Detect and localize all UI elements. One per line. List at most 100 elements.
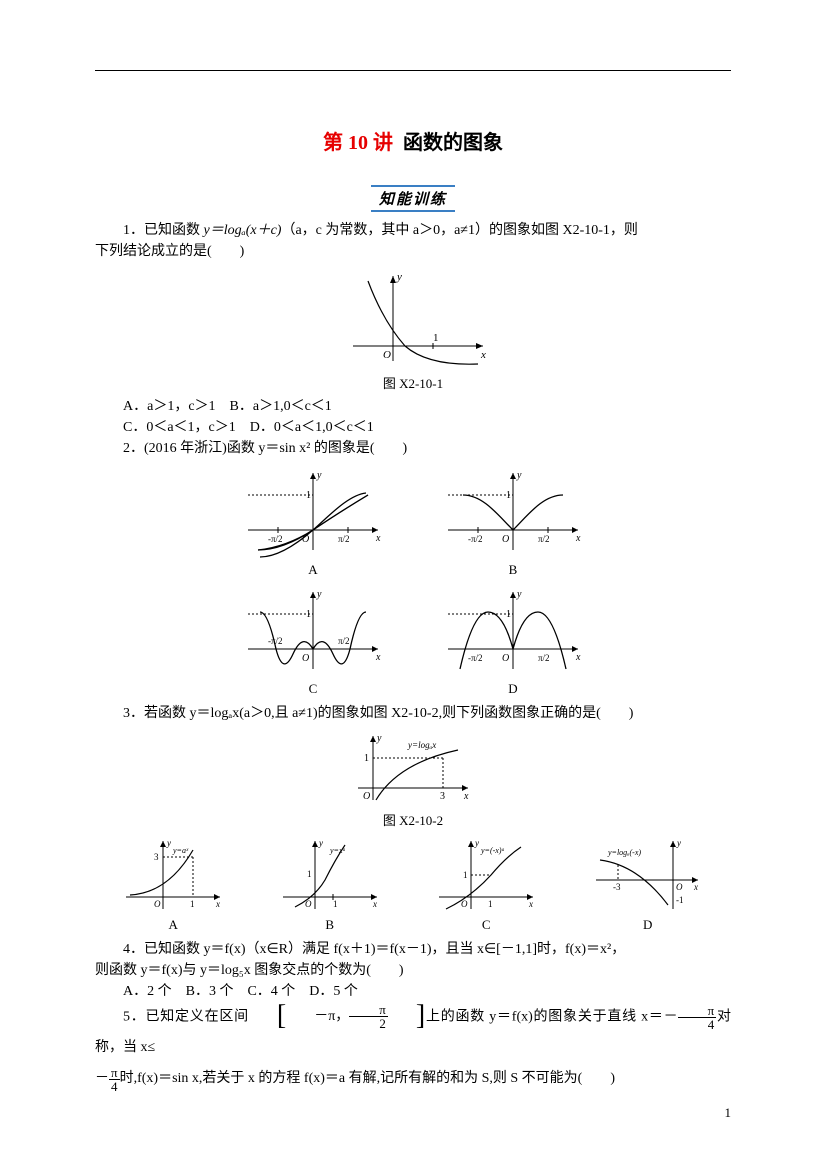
q1-formula: y＝logₐ(x＋c): [204, 223, 282, 238]
q3-label-d: D: [588, 917, 708, 933]
q5-l2-pre: －: [95, 1071, 109, 1086]
q3-figure: y x O 1 3 y=logₐx 图 X2-10-2: [95, 728, 731, 829]
q2-label-d: D: [438, 681, 588, 697]
svg-text:x: x: [375, 652, 381, 663]
svg-text:-π/2: -π/2: [468, 653, 483, 663]
svg-text:x: x: [480, 349, 486, 361]
svg-text:y: y: [516, 470, 522, 481]
q2-row2: y x O 1 -π/2 π/2 C y x O 1 -π/2 π/2 D: [95, 584, 731, 697]
section-header: 知能训练: [95, 185, 731, 212]
q4-line2: 则函数 y＝f(x)与 y＝log₅x 图象交点的个数为( ): [95, 960, 731, 981]
q1-stem-line1: 1．已知函数 y＝logₐ(x＋c)（a，c 为常数，其中 a＞0，a≠1）的图…: [95, 220, 731, 241]
bracket-right-icon: ]: [388, 1003, 425, 1028]
q1-options-ab: A．a＞1，c＞1 B．a＞1,0＜c＜1: [95, 396, 731, 417]
svg-text:y: y: [316, 470, 322, 481]
svg-text:1: 1: [306, 609, 311, 620]
svg-text:x: x: [215, 899, 220, 909]
q2-label-c: C: [238, 681, 388, 697]
q3-options-row: y x O 3 1 y=aˣ A y x O 1 1 y=xᵃ B: [95, 835, 731, 933]
svg-text:y: y: [376, 733, 382, 744]
svg-text:-π/2: -π/2: [268, 636, 283, 646]
svg-text:x: x: [528, 899, 533, 909]
q1-stem-a: 1．已知函数: [123, 223, 204, 238]
bracket-left-icon: [: [249, 1003, 286, 1028]
q5-f1n: π: [678, 1004, 717, 1018]
svg-text:3: 3: [154, 852, 159, 862]
q3-option-b: y x O 1 1 y=xᵃ B: [275, 835, 385, 933]
svg-text:1: 1: [433, 332, 439, 344]
svg-text:y: y: [516, 589, 522, 600]
q2-graph-a: y x O 1 -π/2 π/2: [238, 465, 388, 560]
q1: 1．已知函数 y＝logₐ(x＋c)（a，c 为常数，其中 a＞0，a≠1）的图…: [95, 220, 731, 262]
svg-text:π/2: π/2: [338, 636, 350, 646]
q4-options: A．2 个 B．3 个 C．4 个 D．5 个: [95, 981, 731, 1002]
q2-label-a: A: [238, 562, 388, 578]
svg-text:y=logₐx: y=logₐx: [407, 740, 436, 750]
q5-int-den: 2: [349, 1017, 388, 1030]
q2-stem: 2．(2016 年浙江)函数 y＝sin x² 的图象是( ): [95, 438, 731, 459]
lecture-name: 函数的图象: [403, 132, 503, 154]
q3-graph-a: y x O 3 1 y=aˣ: [118, 835, 228, 915]
q3-label-b: B: [275, 917, 385, 933]
svg-text:y: y: [318, 838, 323, 848]
svg-text:π/2: π/2: [538, 534, 550, 544]
svg-text:1: 1: [333, 899, 338, 909]
q2-label-b: B: [438, 562, 588, 578]
svg-text:-3: -3: [613, 882, 621, 892]
q5-int-num: π: [349, 1003, 388, 1017]
q1-options-cd: C．0＜a＜1，c＞1 D．0＜a＜1,0＜c＜1: [95, 417, 731, 438]
svg-text:1: 1: [307, 869, 312, 879]
svg-text:y: y: [474, 838, 479, 848]
svg-text:O: O: [676, 882, 683, 892]
q5-line1: 5．已知定义在区间[－π，π2]上的函数 y＝f(x)的图象关于直线 x＝－π4…: [95, 1002, 731, 1064]
q5-f1d: 4: [678, 1018, 717, 1031]
svg-text:x: x: [375, 533, 381, 544]
svg-text:O: O: [502, 534, 509, 545]
svg-text:O: O: [383, 349, 391, 361]
q5-int-left: －π，: [314, 1009, 349, 1024]
svg-text:y=(-x)ᵃ: y=(-x)ᵃ: [480, 846, 505, 855]
svg-text:y: y: [316, 589, 322, 600]
q3-stem: 3．若函数 y＝logₐx(a＞0,且 a≠1)的图象如图 X2-10-2,则下…: [95, 703, 731, 724]
q3-graph-svg: y x O 1 3 y=logₐx: [348, 728, 478, 808]
svg-text:O: O: [363, 791, 370, 802]
q3-graph-d: y x O -3 -1 y=logₐ(-x): [588, 835, 708, 915]
svg-text:1: 1: [364, 753, 369, 764]
svg-text:x: x: [575, 533, 581, 544]
svg-text:O: O: [302, 653, 309, 664]
svg-text:x: x: [693, 882, 698, 892]
svg-text:x: x: [575, 652, 581, 663]
page-number: 1: [725, 1105, 732, 1121]
q1-figure: y x O 1 图 X2-10-1: [95, 266, 731, 392]
svg-text:y=xᵃ: y=xᵃ: [329, 846, 346, 855]
svg-text:O: O: [305, 899, 312, 909]
page-title: 第 10 讲 函数的图象: [95, 126, 731, 155]
q4-line1: 4．已知函数 y＝f(x)（x∈R）满足 f(x＋1)＝f(x－1)，且当 x∈…: [95, 939, 731, 960]
q2-option-d: y x O 1 -π/2 π/2 D: [438, 584, 588, 697]
svg-text:π/2: π/2: [338, 534, 350, 544]
svg-text:-1: -1: [676, 895, 684, 905]
q4-line1-text: 4．已知函数 y＝f(x)（x∈R）满足 f(x＋1)＝f(x－1)，且当 x∈…: [123, 942, 625, 957]
svg-text:3: 3: [440, 791, 445, 802]
q5-mid1: 上的函数 y＝f(x)的图象关于直线 x＝－: [425, 1010, 677, 1025]
svg-text:y: y: [676, 838, 681, 848]
svg-text:-π/2: -π/2: [468, 534, 483, 544]
q3-graph-c: y x O 1 1 y=(-x)ᵃ: [431, 835, 541, 915]
svg-text:1: 1: [506, 609, 511, 620]
q1-stem-line2: 下列结论成立的是( ): [95, 241, 731, 262]
svg-text:π/2: π/2: [538, 653, 550, 663]
svg-text:x: x: [463, 791, 469, 802]
q2-option-b: y x O 1 -π/2 π/2 B: [438, 465, 588, 578]
svg-text:O: O: [154, 899, 161, 909]
top-rule: [95, 70, 731, 71]
svg-text:O: O: [302, 534, 309, 545]
q5-pre: 5．已知定义在区间: [123, 1010, 249, 1025]
q5-f2d: 4: [109, 1080, 120, 1093]
q2-row1: y x O 1 -π/2 π/2 A y x O 1 -π/2 π/2 B: [95, 465, 731, 578]
q5-interval: －π，π2: [286, 1002, 388, 1033]
svg-text:1: 1: [463, 870, 468, 880]
svg-text:1: 1: [306, 490, 311, 501]
svg-text:1: 1: [190, 899, 195, 909]
svg-text:O: O: [461, 899, 468, 909]
q3-label-c: C: [431, 917, 541, 933]
